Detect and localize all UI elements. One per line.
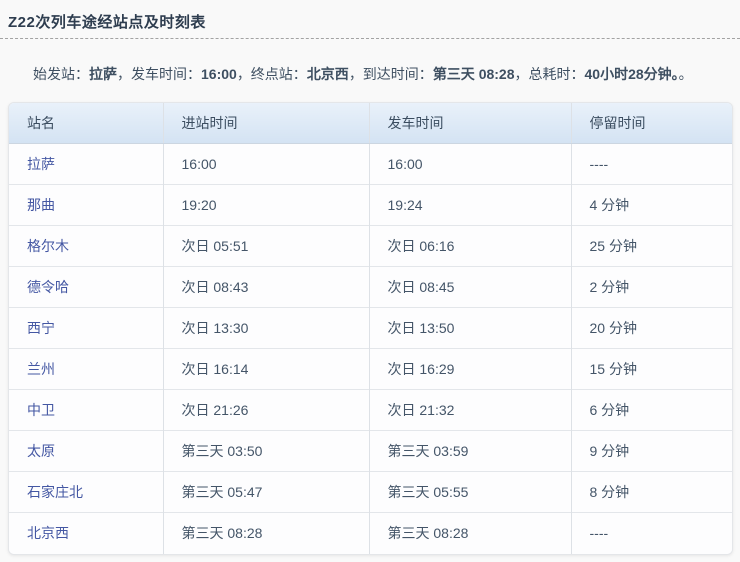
summary-segment: ，到达时间： (348, 66, 433, 82)
station-cell: 德令哈 (9, 266, 163, 308)
summary-segment: ，总耗时： (514, 66, 585, 82)
column-header-arrival-time: 进站时间 (162, 102, 369, 145)
stop-duration-cell: 20 分钟 (570, 307, 732, 349)
station-cell: 北京西 (9, 512, 163, 554)
departure-time-cell: 第三天 03:59 (368, 430, 571, 472)
departure-time-cell: 第三天 08:28 (368, 512, 571, 554)
arrival-time-cell: 次日 08:43 (162, 266, 369, 308)
stop-duration-cell: 6 分钟 (570, 389, 732, 431)
table-row: 北京西 第三天 08:28 第三天 08:28 ---- (9, 512, 732, 554)
table-row: 中卫 次日 21:26 次日 21:32 6 分钟 (9, 389, 732, 431)
arrival-time-cell: 次日 05:51 (162, 225, 369, 267)
summary-segment: 始发站： (33, 66, 89, 82)
arrival-time-cell: 第三天 08:28 (162, 512, 369, 554)
summary-segment: 拉萨 (89, 66, 117, 82)
table-row: 德令哈 次日 08:43 次日 08:45 2 分钟 (9, 266, 732, 308)
station-cell: 中卫 (9, 389, 163, 431)
table-row: 石家庄北 第三天 05:47 第三天 05:55 8 分钟 (9, 471, 732, 513)
arrival-time-cell: 第三天 03:50 (162, 430, 369, 472)
arrival-time-cell: 次日 13:30 (162, 307, 369, 349)
arrival-time-cell: 次日 16:14 (162, 348, 369, 390)
dashed-divider (0, 38, 740, 39)
departure-time-cell: 第三天 05:55 (368, 471, 571, 513)
stop-duration-cell: 8 分钟 (570, 471, 732, 513)
departure-time-cell: 次日 06:16 (368, 225, 571, 267)
station-cell: 石家庄北 (9, 471, 163, 513)
table-row: 那曲 19:20 19:24 4 分钟 (9, 184, 732, 226)
stop-duration-cell: 25 分钟 (570, 225, 732, 267)
arrival-time-cell: 次日 21:26 (162, 389, 369, 431)
column-header-stop-duration: 停留时间 (570, 102, 732, 145)
departure-time-cell: 19:24 (368, 184, 571, 226)
trip-summary: 始发站：拉萨，发车时间：16:00，终点站：北京西，到达时间：第三天 08:28… (33, 65, 732, 85)
arrival-time-cell: 16:00 (162, 143, 369, 185)
summary-segment: ，终点站： (236, 66, 307, 82)
station-cell: 太原 (9, 430, 163, 472)
arrival-time-cell: 第三天 05:47 (162, 471, 369, 513)
column-header-station: 站名 (9, 102, 163, 145)
stop-duration-cell: 9 分钟 (570, 430, 732, 472)
station-cell: 拉萨 (9, 143, 163, 185)
stop-duration-cell: 4 分钟 (570, 184, 732, 226)
station-cell: 那曲 (9, 184, 163, 226)
table-row: 格尔木 次日 05:51 次日 06:16 25 分钟 (9, 225, 732, 267)
departure-time-cell: 次日 21:32 (368, 389, 571, 431)
station-cell: 格尔木 (9, 225, 163, 267)
summary-segment: 第三天 08:28 (432, 66, 515, 82)
stop-duration-cell: 2 分钟 (570, 266, 732, 308)
departure-time-cell: 次日 16:29 (368, 348, 571, 390)
departure-time-cell: 次日 08:45 (368, 266, 571, 308)
summary-segment: 40小时28分钟。 (584, 66, 679, 82)
header-row: 站名 进站时间 发车时间 停留时间 (9, 102, 732, 145)
timetable-body: 拉萨 16:00 16:00 ---- 那曲 19:20 19:24 4 分钟 格尔木 次日 05… (9, 143, 732, 554)
summary-segment: 。 (678, 66, 693, 82)
station-cell: 兰州 (9, 348, 163, 390)
table-row: 太原 第三天 03:50 第三天 03:59 9 分钟 (9, 430, 732, 472)
table-row: 拉萨 16:00 16:00 ---- (9, 143, 732, 185)
column-header-departure-time: 发车时间 (368, 102, 571, 145)
timetable-table: 站名 进站时间 发车时间 停留时间 拉萨 16:00 16:00 ---- 那曲 19:20 19… (9, 102, 732, 554)
summary-segment: 16:00 (201, 66, 237, 82)
station-cell: 西宁 (9, 307, 163, 349)
summary-segment: ，发车时间： (117, 66, 201, 82)
timetable: 站名 进站时间 发车时间 停留时间 拉萨 16:00 16:00 ---- 那曲 19:20 19… (8, 101, 733, 555)
departure-time-cell: 16:00 (368, 143, 571, 185)
page-title: Z22次列车途经站点及时刻表 (8, 14, 206, 31)
table-row: 西宁 次日 13:30 次日 13:50 20 分钟 (9, 307, 732, 349)
stop-duration-cell: ---- (570, 512, 732, 554)
stop-duration-cell: 15 分钟 (570, 348, 732, 390)
summary-segment: 北京西 (306, 66, 349, 82)
departure-time-cell: 次日 13:50 (368, 307, 571, 349)
stop-duration-cell: ---- (570, 143, 732, 185)
arrival-time-cell: 19:20 (162, 184, 369, 226)
table-row: 兰州 次日 16:14 次日 16:29 15 分钟 (9, 348, 732, 390)
